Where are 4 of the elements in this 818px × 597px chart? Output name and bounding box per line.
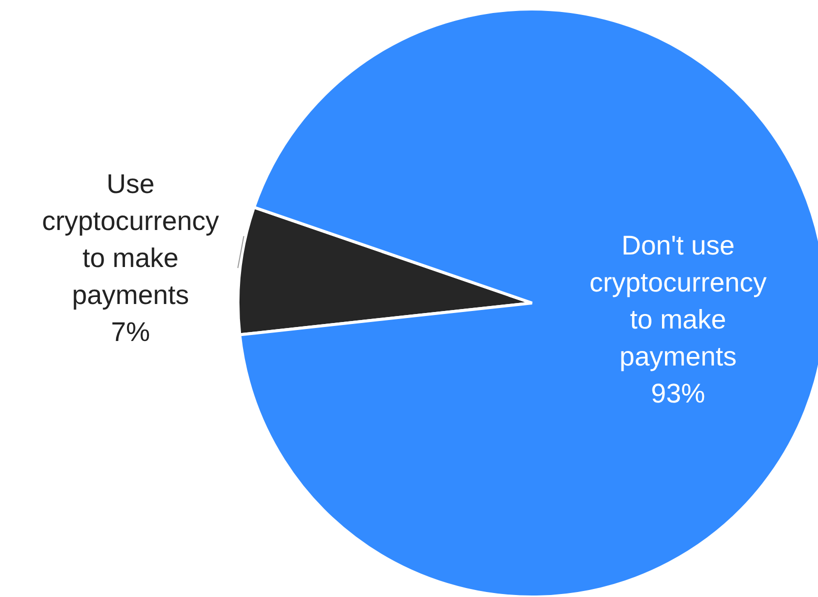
slice-label: Use cryptocurrency to make payments	[42, 168, 220, 310]
data-label: 93%	[651, 378, 706, 408]
slice-label: Don't use cryptocurrency to make payments	[590, 230, 768, 372]
data-label: 7%	[111, 316, 150, 347]
